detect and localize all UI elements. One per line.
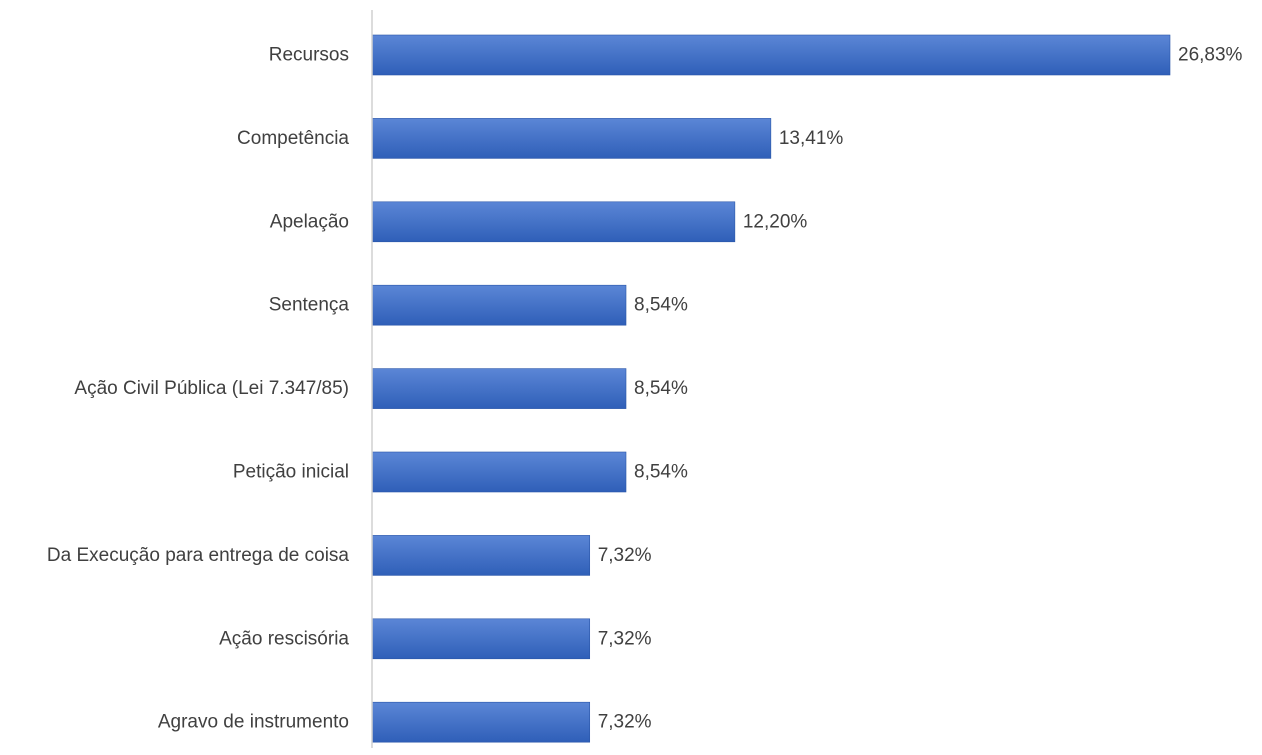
value-label: 13,41% [779,128,844,149]
category-label: Recursos [269,45,349,66]
value-label: 8,54% [634,462,688,483]
category-label: Petição inicial [233,462,349,483]
bars-layer [371,34,1171,743]
category-label: Sentença [269,295,350,316]
value-label: 26,83% [1178,45,1243,66]
bar-8 [371,701,591,743]
category-label: Ação Civil Pública (Lei 7.347/85) [74,378,349,399]
value-label: 7,32% [598,712,652,733]
category-label: Apelação [270,211,349,232]
bar-2 [371,201,736,243]
value-label: 8,54% [634,295,688,316]
bar-0 [371,34,1171,76]
category-label: Agravo de instrumento [158,712,349,733]
bar-3 [371,284,627,326]
bar-6 [371,535,591,576]
value-label: 12,20% [743,211,808,232]
bar-5 [371,451,627,493]
value-label: 8,54% [634,378,688,399]
bar-1 [371,118,772,159]
value-label: 7,32% [598,628,652,649]
category-label: Competência [237,128,349,149]
category-label: Da Execução para entrega de coisa [47,545,350,566]
labels-layer: Recursos 26,83% Competência 13,41% Apelação 1… [47,45,1243,733]
bar-7 [371,618,591,660]
bar-4 [371,368,627,409]
category-label: Ação rescisória [219,628,349,649]
value-label: 7,32% [598,545,652,566]
